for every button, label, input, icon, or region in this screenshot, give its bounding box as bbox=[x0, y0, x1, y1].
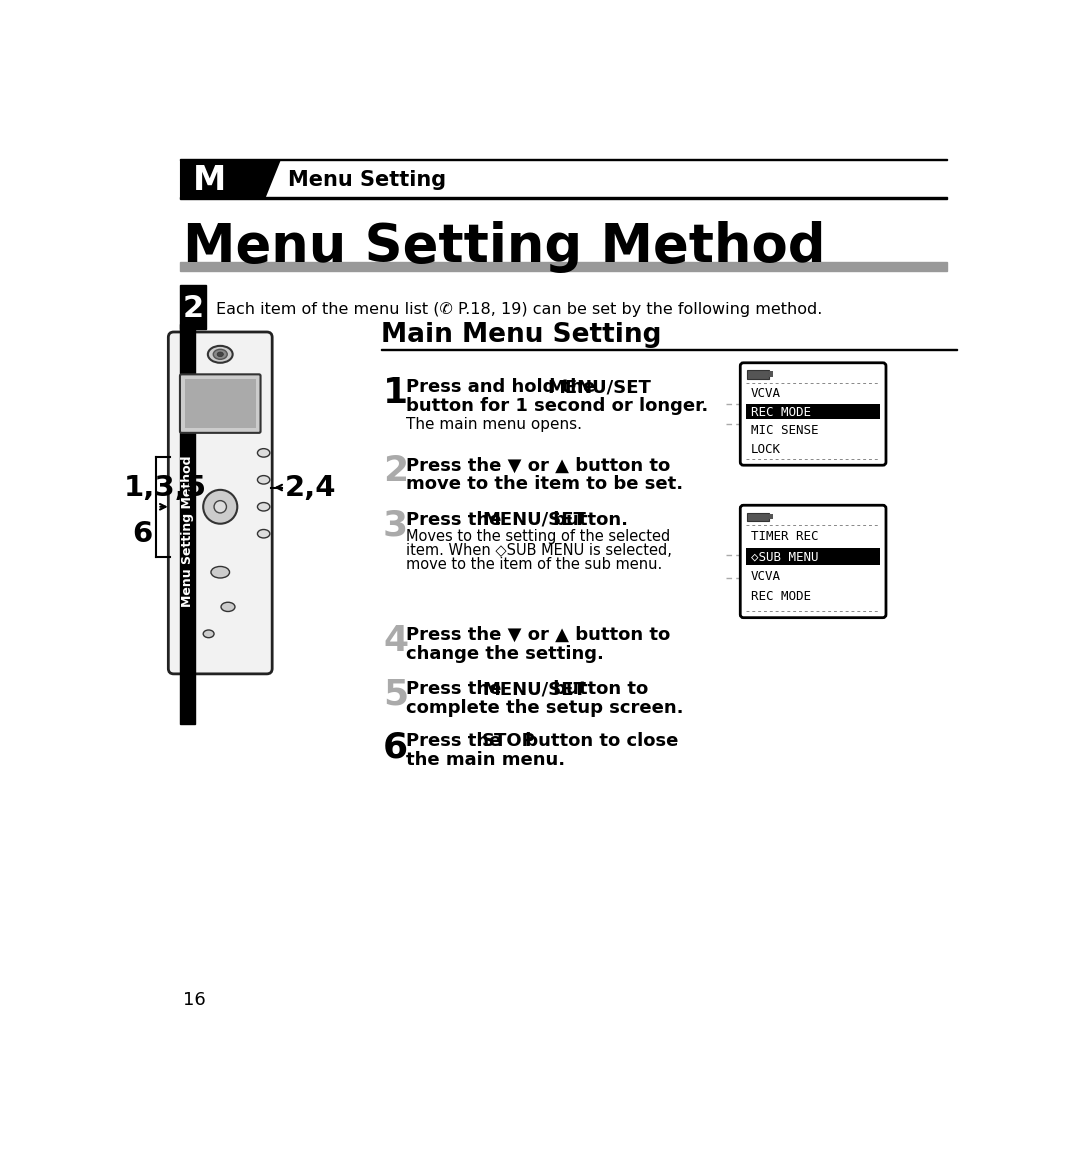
Text: MENU/SET: MENU/SET bbox=[482, 511, 586, 528]
Text: Menu Setting Method: Menu Setting Method bbox=[181, 455, 194, 607]
Text: move to the item to be set.: move to the item to be set. bbox=[406, 475, 684, 494]
Text: button.: button. bbox=[548, 511, 629, 528]
Text: TIMER REC: TIMER REC bbox=[751, 531, 819, 543]
Polygon shape bbox=[180, 161, 281, 199]
FancyBboxPatch shape bbox=[740, 363, 886, 465]
Bar bbox=[769, 513, 773, 519]
Ellipse shape bbox=[257, 449, 270, 457]
Text: STOP: STOP bbox=[482, 733, 536, 750]
FancyBboxPatch shape bbox=[168, 332, 272, 674]
Text: 1: 1 bbox=[383, 376, 408, 410]
Bar bbox=[180, 262, 947, 272]
Text: The main menu opens.: The main menu opens. bbox=[406, 416, 582, 431]
Text: change the setting.: change the setting. bbox=[406, 645, 604, 662]
Text: 2: 2 bbox=[183, 294, 204, 323]
Text: VCVA: VCVA bbox=[751, 570, 781, 584]
Text: complete the setup screen.: complete the setup screen. bbox=[406, 698, 684, 717]
Text: Press and hold the: Press and hold the bbox=[406, 378, 602, 397]
Bar bbox=[747, 370, 769, 379]
Text: 3: 3 bbox=[383, 509, 408, 542]
Text: MIC SENSE: MIC SENSE bbox=[751, 424, 819, 437]
Bar bbox=[769, 371, 773, 377]
Bar bbox=[185, 379, 256, 428]
Text: VCVA: VCVA bbox=[751, 387, 781, 400]
Ellipse shape bbox=[203, 630, 214, 638]
Text: Press the ▼ or ▲ button to: Press the ▼ or ▲ button to bbox=[406, 457, 671, 475]
Ellipse shape bbox=[257, 475, 270, 484]
Text: Main Menu Setting: Main Menu Setting bbox=[381, 323, 662, 348]
Text: LOCK: LOCK bbox=[751, 443, 781, 455]
Text: REC MODE: REC MODE bbox=[751, 406, 811, 418]
Ellipse shape bbox=[257, 529, 270, 538]
Text: 4: 4 bbox=[383, 624, 408, 658]
Text: 2,4: 2,4 bbox=[284, 474, 336, 502]
Text: M: M bbox=[192, 164, 226, 197]
Ellipse shape bbox=[221, 602, 235, 612]
Bar bbox=[747, 513, 769, 521]
Bar bbox=[746, 405, 880, 418]
Ellipse shape bbox=[217, 353, 224, 357]
Text: 16: 16 bbox=[183, 991, 206, 1008]
Bar bbox=[381, 349, 957, 350]
Text: ◇SUB MENU: ◇SUB MENU bbox=[751, 550, 819, 563]
Text: 5: 5 bbox=[383, 677, 408, 712]
Ellipse shape bbox=[207, 346, 232, 363]
Text: REC MODE: REC MODE bbox=[751, 591, 811, 603]
Bar bbox=[180, 286, 206, 329]
Text: Menu Setting Method: Menu Setting Method bbox=[183, 221, 825, 273]
Text: Press the ▼ or ▲ button to: Press the ▼ or ▲ button to bbox=[406, 627, 671, 644]
Text: 2: 2 bbox=[383, 454, 408, 489]
Ellipse shape bbox=[213, 349, 227, 360]
Text: 6: 6 bbox=[133, 520, 153, 548]
Text: MENU/SET: MENU/SET bbox=[548, 378, 651, 397]
Ellipse shape bbox=[211, 566, 230, 578]
Bar bbox=[180, 158, 947, 161]
Text: move to the item of the sub menu.: move to the item of the sub menu. bbox=[406, 557, 662, 572]
FancyBboxPatch shape bbox=[740, 505, 886, 617]
Text: 1,3,5: 1,3,5 bbox=[123, 474, 206, 502]
Text: Moves to the setting of the selected: Moves to the setting of the selected bbox=[406, 529, 671, 544]
Bar bbox=[180, 324, 195, 724]
Circle shape bbox=[214, 501, 227, 513]
Text: 6: 6 bbox=[383, 731, 408, 764]
Bar bbox=[746, 548, 880, 564]
Bar bbox=[180, 198, 947, 199]
Circle shape bbox=[203, 490, 238, 524]
Text: button for 1 second or longer.: button for 1 second or longer. bbox=[406, 397, 708, 415]
Ellipse shape bbox=[257, 503, 270, 511]
Text: Menu Setting: Menu Setting bbox=[288, 170, 446, 191]
Text: Press the: Press the bbox=[406, 733, 508, 750]
FancyBboxPatch shape bbox=[180, 375, 260, 432]
Text: MENU/SET: MENU/SET bbox=[482, 680, 586, 698]
Text: button to: button to bbox=[548, 680, 649, 698]
Text: Each item of the menu list (✆ P.18, 19) can be set by the following method.: Each item of the menu list (✆ P.18, 19) … bbox=[216, 302, 823, 317]
Text: the main menu.: the main menu. bbox=[406, 751, 565, 769]
Text: button to close: button to close bbox=[519, 733, 678, 750]
Text: Press the: Press the bbox=[406, 511, 508, 528]
Text: Press the: Press the bbox=[406, 680, 508, 698]
Text: item. When ◇SUB MENU is selected,: item. When ◇SUB MENU is selected, bbox=[406, 543, 672, 558]
